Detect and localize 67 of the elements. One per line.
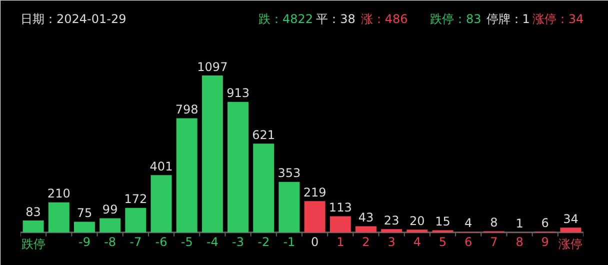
text: 跌停：83: [430, 12, 482, 26]
bar: [304, 201, 326, 232]
x-tick-label: -4: [206, 235, 218, 250]
data-label: 172: [124, 192, 148, 206]
data-label: 23: [384, 213, 400, 228]
data-label: 8: [490, 216, 498, 230]
bar: [176, 118, 198, 232]
x-tick-label: 4: [413, 235, 421, 250]
data-label: 401: [150, 159, 173, 174]
x-tick-label: 0: [310, 235, 319, 250]
bar: [150, 175, 172, 232]
x-tick-label: 6: [464, 235, 472, 250]
x-tick-label: 8: [516, 235, 524, 250]
bar: [253, 144, 274, 232]
x-tick-label: -1: [283, 235, 296, 250]
data-label: 75: [76, 206, 92, 220]
x-tick-label: 7: [490, 235, 498, 250]
x-tick-label: 3: [388, 235, 396, 250]
bar: [74, 222, 95, 232]
bar: [330, 216, 351, 232]
text: 涨停：34: [532, 12, 584, 26]
text: 平：38: [316, 12, 356, 26]
x-tick-label: -2: [258, 235, 270, 250]
data-label: 43: [358, 210, 374, 225]
bar: [125, 208, 146, 232]
data-label: 210: [47, 186, 70, 201]
bar: [278, 182, 300, 232]
bar: [381, 229, 402, 232]
x-tick-label: 1: [336, 235, 344, 250]
data-label: 4: [464, 216, 472, 230]
x-tick-label: -3: [232, 235, 244, 250]
bar: [100, 218, 121, 232]
data-label: 83: [26, 204, 41, 219]
x-tick-label: -5: [180, 235, 193, 250]
data-label: 219: [303, 185, 326, 200]
data-label: 353: [278, 166, 301, 180]
text: 停牌：1: [486, 12, 530, 26]
data-label: 1097: [197, 60, 228, 74]
bar: [202, 76, 223, 232]
bar: [48, 202, 70, 232]
x-tick-label: 9: [541, 235, 549, 250]
data-label: 621: [252, 128, 276, 142]
text: 日期：2024-01-29: [20, 12, 126, 26]
x-tick-label: 5: [438, 235, 447, 250]
x-tick-label: 涨停: [558, 237, 583, 252]
data-label: 1: [516, 216, 524, 231]
text: 涨：486: [360, 12, 408, 26]
data-label: 15: [435, 214, 450, 229]
text: 跌：4822: [258, 12, 314, 26]
bar: [228, 102, 249, 232]
bar: [560, 228, 582, 232]
x-tick-label: 跌停: [21, 237, 46, 252]
data-label: 34: [563, 212, 578, 226]
data-label: 6: [541, 216, 549, 230]
bar: [406, 230, 428, 232]
x-tick-label: -9: [78, 235, 90, 250]
x-tick-label: -8: [104, 235, 116, 250]
data-label: 913: [226, 86, 250, 100]
bar: [355, 226, 376, 232]
bar: [22, 220, 44, 232]
x-tick-label: -7: [130, 235, 142, 250]
data-label: 99: [102, 202, 118, 217]
data-label: 798: [175, 102, 198, 117]
x-tick-label: 2: [362, 235, 370, 250]
data-label: 20: [410, 214, 425, 228]
data-label: 113: [328, 200, 352, 215]
x-tick-label: -6: [155, 235, 168, 250]
